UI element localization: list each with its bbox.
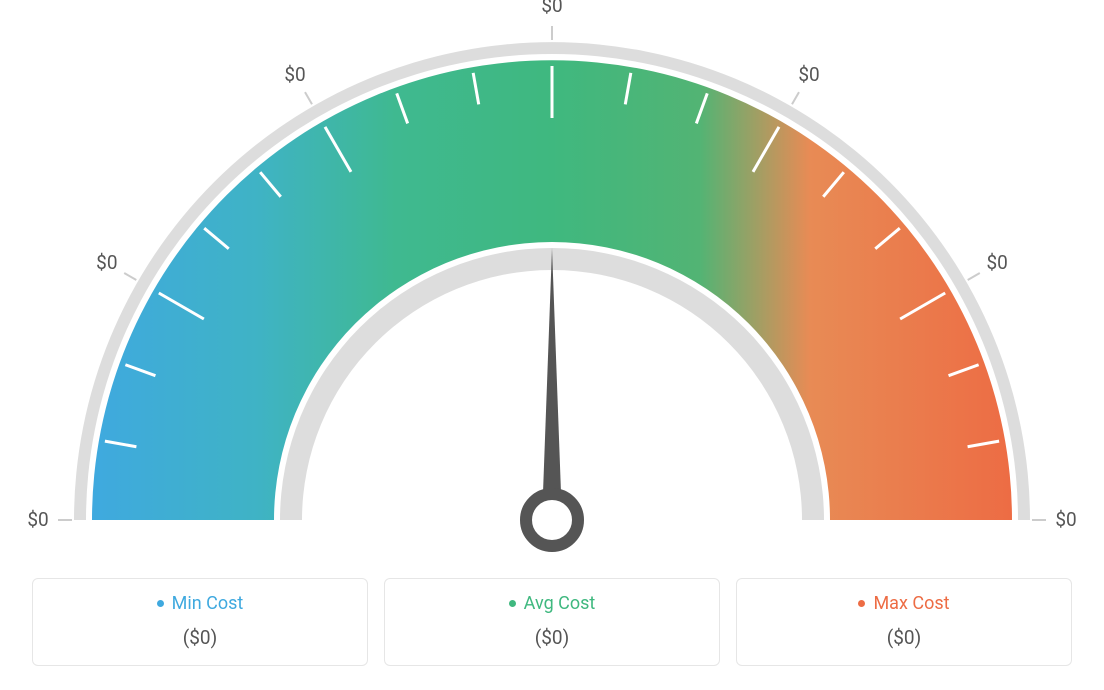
legend-value-min: ($0): [45, 626, 355, 649]
legend-label-text: Max Cost: [873, 593, 949, 614]
legend-label-max: Max Cost: [749, 593, 1059, 614]
legend-card-avg: Avg Cost ($0): [384, 578, 720, 666]
gauge-tick-label: $0: [96, 251, 117, 274]
bullet-icon: [157, 600, 164, 607]
gauge-area: $0 $0 $0 $0 $0 $0 $0: [0, 0, 1104, 560]
legend-card-max: Max Cost ($0): [736, 578, 1072, 666]
gauge-tick-label: $0: [284, 63, 305, 86]
legend-card-min: Min Cost ($0): [32, 578, 368, 666]
legend-label-min: Min Cost: [45, 593, 355, 614]
bullet-icon: [509, 600, 516, 607]
outer-tick: [124, 273, 136, 280]
legend-label-avg: Avg Cost: [397, 593, 707, 614]
gauge-tick-label: $0: [986, 251, 1007, 274]
gauge-tick-label: $0: [27, 508, 48, 531]
outer-tick: [305, 92, 312, 104]
gauge-hub: [526, 494, 578, 546]
legend-label-text: Min Cost: [172, 593, 244, 614]
outer-tick: [968, 273, 980, 280]
legend-value-avg: ($0): [397, 626, 707, 649]
gauge-needle: [542, 248, 562, 520]
bullet-icon: [858, 600, 865, 607]
gauge-tick-label: $0: [1055, 508, 1076, 531]
gauge-svg: $0 $0 $0 $0 $0 $0 $0: [0, 0, 1104, 560]
legend-row: Min Cost ($0) Avg Cost ($0) Max Cost ($0…: [0, 578, 1104, 666]
gauge-tick-label: $0: [541, 0, 562, 17]
gauge-cost-chart: $0 $0 $0 $0 $0 $0 $0 Min Cost ($0) Avg Cost ($…: [0, 0, 1104, 690]
legend-value-max: ($0): [749, 626, 1059, 649]
outer-tick: [792, 92, 799, 104]
gauge-tick-label: $0: [798, 63, 819, 86]
legend-label-text: Avg Cost: [524, 593, 596, 614]
